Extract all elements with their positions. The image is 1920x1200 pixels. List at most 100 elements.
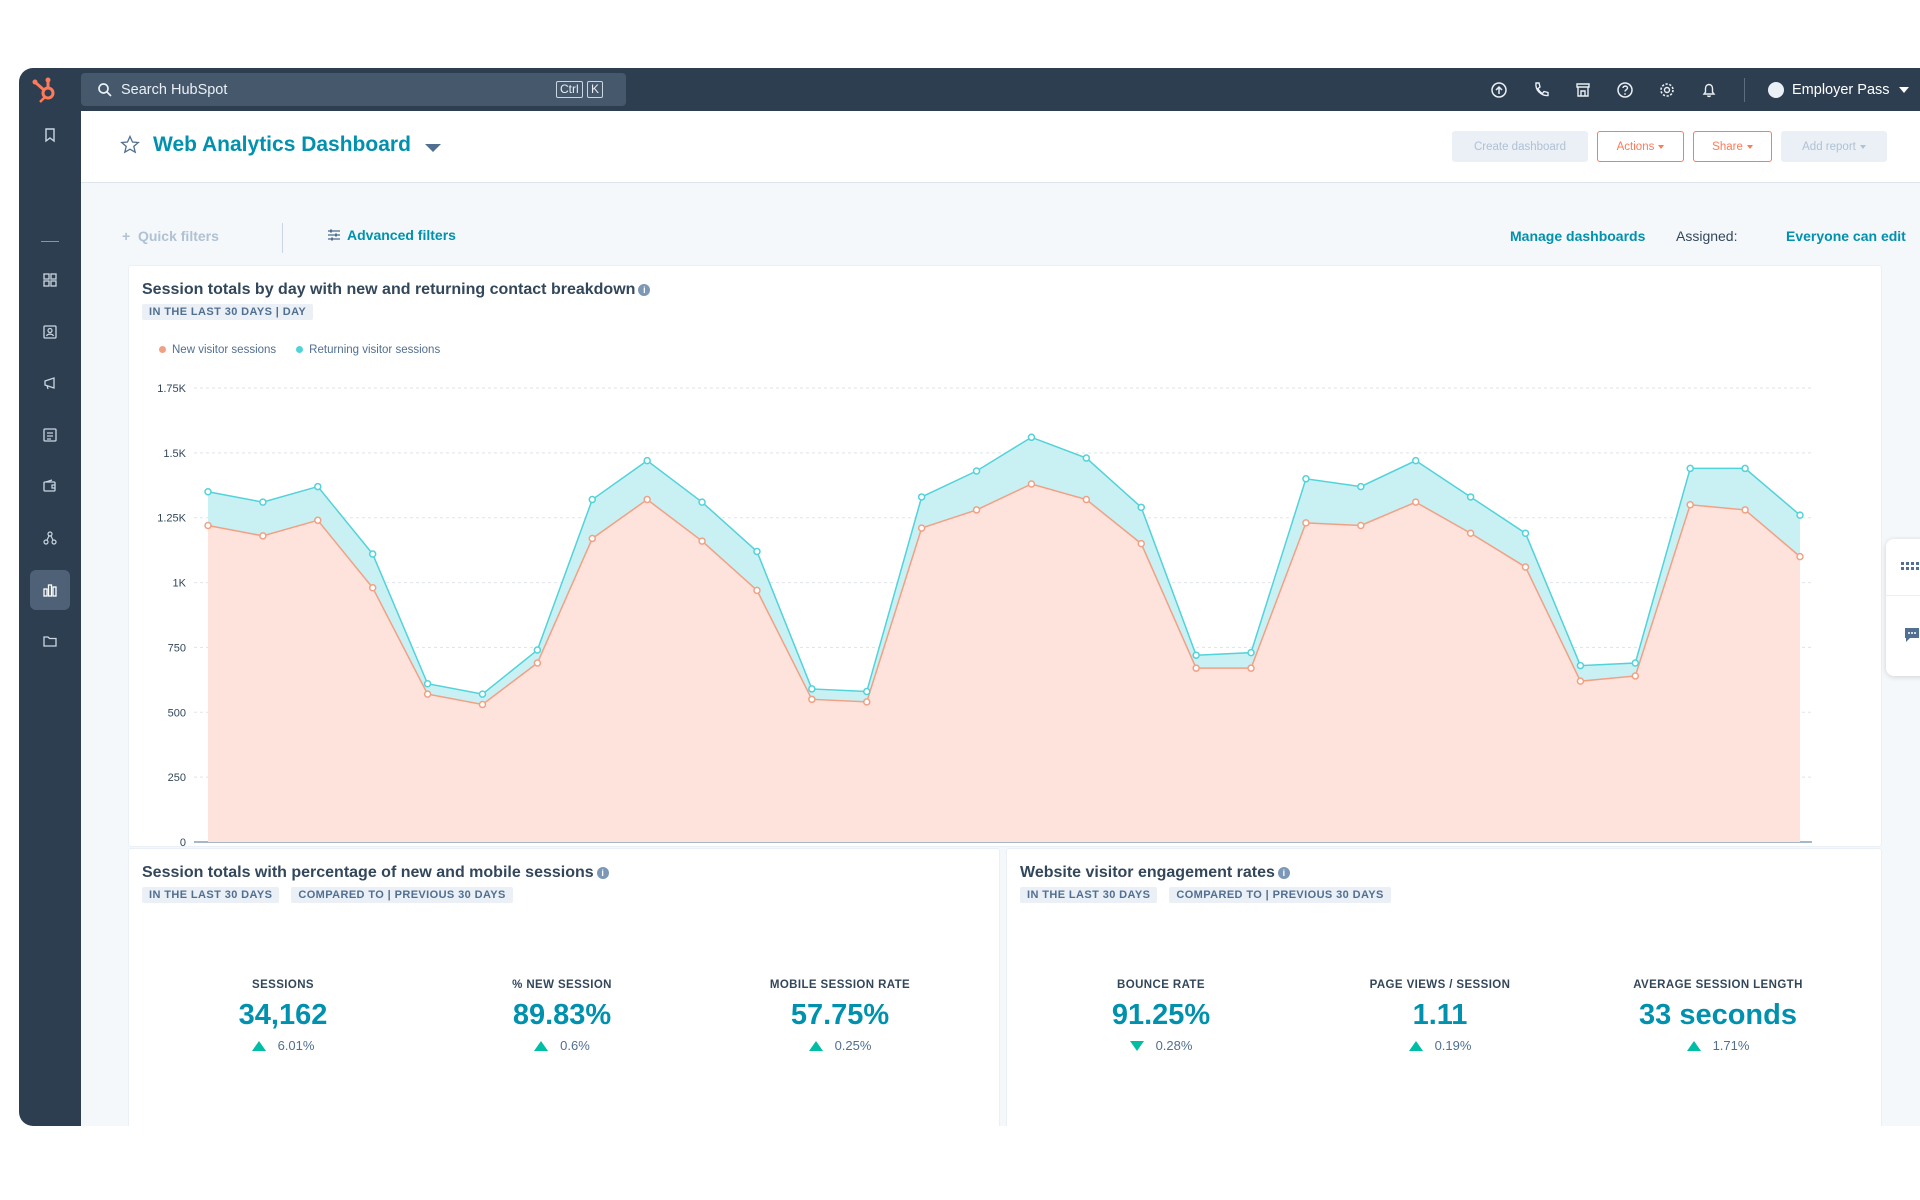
- notifications-bell-icon[interactable]: [1699, 80, 1719, 100]
- date-range-tag: IN THE LAST 30 DAYS | DAY: [142, 304, 314, 320]
- filter-sliders-icon: [328, 229, 340, 241]
- dashboard-switch-chevron-icon[interactable]: [425, 144, 441, 152]
- kpi-page-views-per-session: PAGE VIEWS / SESSION 1.11 0.19%: [1320, 979, 1560, 1053]
- page-title[interactable]: Web Analytics Dashboard: [153, 133, 411, 156]
- apps-grid-icon[interactable]: [1900, 559, 1920, 573]
- bar-chart-icon: [43, 584, 57, 597]
- returning-sessions-point: [753, 547, 761, 556]
- new-sessions-line: [207, 483, 1801, 706]
- search-placeholder: Search HubSpot: [121, 81, 228, 98]
- assigned-value-link[interactable]: Everyone can edit: [1786, 228, 1906, 244]
- side-tools-divider: [1886, 595, 1920, 596]
- new-sessions-point: [1302, 519, 1310, 527]
- sidebar-item-contacts[interactable]: [37, 319, 63, 345]
- kpi-change-value: 6.01%: [277, 1038, 315, 1053]
- info-icon[interactable]: i: [1277, 867, 1290, 879]
- kpi-change-value: 0.19%: [1434, 1038, 1472, 1053]
- trend-up-icon: [534, 1040, 549, 1051]
- search-icon: [98, 82, 112, 97]
- upgrade-icon[interactable]: [1489, 80, 1509, 100]
- assigned-label: Assigned:: [1676, 228, 1738, 244]
- returning-sessions-point: [1466, 493, 1475, 501]
- returning-sessions-line: [207, 436, 1801, 695]
- returning-sessions-point: [808, 685, 816, 693]
- chart-tags: IN THE LAST 30 DAYS | DAY: [142, 304, 314, 320]
- phone-icon[interactable]: [1531, 80, 1551, 100]
- trend-up-icon: [251, 1040, 266, 1051]
- sidebar-item-workspaces[interactable]: [37, 267, 63, 293]
- filter-bar: + Quick filters Advanced filters Manage …: [81, 183, 1920, 271]
- returning-sessions-point: [1302, 475, 1310, 483]
- kpi-mobile-session-rate: MOBILE SESSION RATE 57.75% 0.25%: [720, 979, 960, 1053]
- returning-sessions-point: [1631, 659, 1640, 667]
- kpi-change: 6.01%: [163, 1038, 403, 1053]
- advanced-filters-button[interactable]: Advanced filters: [327, 227, 456, 243]
- star-favorite-icon[interactable]: [119, 134, 141, 156]
- sidebar-item-marketing[interactable]: [37, 370, 63, 396]
- account-menu[interactable]: Employer Pass: [1768, 78, 1909, 102]
- new-sessions-point: [808, 695, 816, 704]
- legend-label-returning: Returning visitor sessions: [309, 344, 441, 356]
- y-tick-label: 1K: [173, 578, 187, 590]
- sidebar-item-bookmarks[interactable]: [37, 122, 63, 148]
- sidebar-item-content[interactable]: [37, 422, 63, 448]
- quick-filters-button[interactable]: + Quick filters: [122, 228, 219, 244]
- help-icon[interactable]: [1615, 80, 1635, 100]
- new-sessions-point: [533, 659, 542, 667]
- chart-card-title: Session totals by day with new and retur…: [142, 281, 651, 299]
- marketplace-icon[interactable]: [1573, 80, 1593, 100]
- hubspot-logo-icon[interactable]: [29, 76, 59, 104]
- returning-sessions-point: [1082, 454, 1091, 462]
- floating-side-tools: [1886, 539, 1920, 676]
- new-sessions-point: [368, 584, 377, 592]
- share-button[interactable]: Share: [1693, 131, 1772, 162]
- workflow-icon: [43, 531, 57, 545]
- new-sessions-point: [1796, 552, 1804, 561]
- new-sessions-point: [753, 586, 761, 595]
- sessions-kpi-card: Session totals with percentage of new an…: [128, 848, 1000, 1126]
- y-tick-label: 750: [168, 642, 186, 654]
- sidebar-item-automation[interactable]: [37, 525, 63, 551]
- chevron-down-icon: [1859, 144, 1866, 149]
- settings-gear-icon[interactable]: [1657, 80, 1677, 100]
- sidebar-item-commerce[interactable]: [37, 473, 63, 499]
- trend-up-icon: [1408, 1040, 1423, 1051]
- create-dashboard-button[interactable]: Create dashboard: [1452, 131, 1588, 162]
- new-sessions-point: [1027, 480, 1036, 488]
- manage-dashboards-link[interactable]: Manage dashboards: [1510, 228, 1646, 244]
- new-sessions-point: [972, 506, 981, 514]
- comparison-tag: COMPARED TO | PREVIOUS 30 DAYS: [1169, 887, 1391, 903]
- legend-dot-returning: [296, 346, 304, 353]
- trend-up-icon: [808, 1040, 823, 1051]
- avatar: [1768, 82, 1784, 98]
- filter-divider: [282, 223, 283, 253]
- info-icon[interactable]: i: [638, 284, 651, 296]
- content-icon: [43, 428, 57, 442]
- returning-sessions-point: [1027, 433, 1036, 442]
- kpi-average-session-length: AVERAGE SESSION LENGTH 33 seconds 1.71%: [1598, 979, 1838, 1053]
- new-sessions-point: [314, 516, 322, 525]
- actions-button[interactable]: Actions: [1597, 131, 1684, 162]
- returning-sessions-point: [533, 646, 542, 654]
- wallet-icon: [43, 479, 56, 492]
- kpi-change: 1.71%: [1598, 1038, 1838, 1053]
- new-sessions-point: [1686, 500, 1694, 509]
- add-report-button[interactable]: Add report: [1781, 131, 1887, 162]
- kpi-change: 0.19%: [1320, 1038, 1560, 1053]
- sidebar-divider: [41, 241, 59, 242]
- kpi-change-value: 1.71%: [1712, 1038, 1750, 1053]
- legend-item-new[interactable]: New visitor sessions: [159, 344, 276, 356]
- kpi-value: 34,162: [238, 999, 328, 1031]
- chat-icon[interactable]: [1903, 626, 1920, 644]
- sidebar-item-reporting[interactable]: [30, 570, 70, 610]
- megaphone-icon: [44, 377, 55, 390]
- shortcut-key-k: K: [587, 81, 604, 98]
- returning-sessions-point: [1741, 464, 1749, 473]
- sidebar-item-library[interactable]: [37, 628, 63, 654]
- legend-dot-new: [159, 346, 166, 353]
- search-bar[interactable]: Search HubSpot Ctrl K: [81, 73, 626, 106]
- info-icon[interactable]: i: [596, 867, 609, 879]
- legend-item-returning[interactable]: Returning visitor sessions: [296, 344, 440, 356]
- new-sessions-point: [423, 690, 432, 698]
- kpi-change-value: 0.6%: [560, 1038, 590, 1053]
